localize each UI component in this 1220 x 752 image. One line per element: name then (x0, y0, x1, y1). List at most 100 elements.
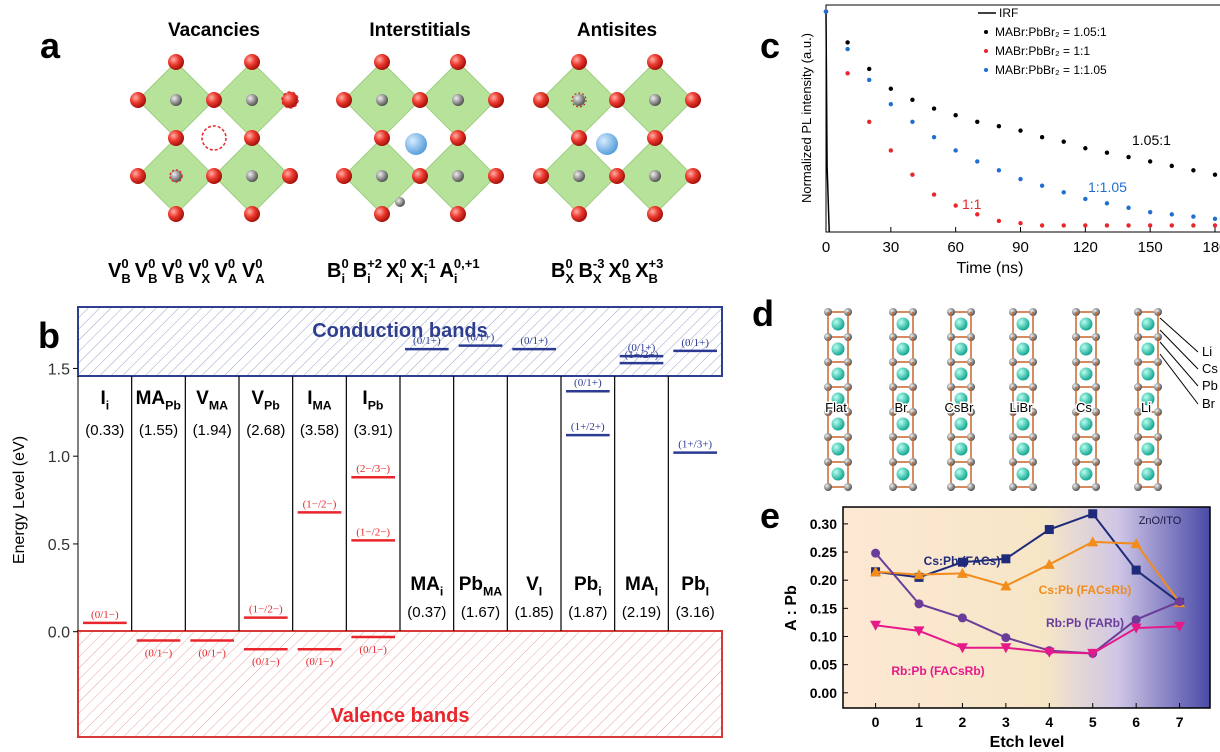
formula-base: V (188, 260, 202, 282)
formula-sub: I (706, 585, 709, 599)
formula-sub: MA (312, 399, 331, 413)
data-point (1083, 146, 1088, 151)
x-site-atom (533, 168, 549, 184)
formula-sub: i (424, 271, 428, 286)
cs-atom (1079, 342, 1093, 356)
data-point (910, 172, 915, 177)
formula: Ai0,+1 (439, 256, 479, 286)
level-label: (1+/3+) (678, 439, 712, 451)
formula-base: B (578, 260, 592, 282)
data-point (1147, 159, 1153, 164)
b-site-atom (376, 94, 388, 106)
cs-atom (1079, 392, 1093, 406)
x-site-atom (533, 92, 549, 108)
y-axis-label: Normalized PL intensity (a.u.) (799, 33, 814, 203)
data-point (845, 46, 850, 52)
formula-sub: i (399, 271, 403, 286)
data-point (996, 168, 1002, 173)
formation-energy: (3.58) (300, 422, 339, 439)
formula-sub: i (341, 271, 345, 286)
data-point (996, 218, 1002, 224)
formula-sub: Pb (368, 399, 384, 413)
formula: PbMA (459, 574, 503, 599)
data-point (1130, 623, 1142, 634)
data-point (1126, 154, 1131, 160)
legend-label: Li (1202, 344, 1212, 359)
data-point (1018, 220, 1023, 226)
data-point (975, 212, 980, 217)
x-site-atom (206, 168, 222, 184)
plot-frame (825, 4, 1220, 233)
formula-base: X (608, 260, 622, 282)
data-point (870, 566, 882, 577)
level-label: (0/1−) (252, 656, 280, 668)
level-label: (0/1+) (574, 377, 602, 389)
data-point (910, 97, 915, 102)
formula: VA0 (242, 256, 265, 286)
cs-atom (1016, 392, 1030, 406)
formation-energy: (1.87) (568, 604, 607, 621)
data-point (845, 71, 850, 76)
series-label: Rb:Pb (FARb) (1046, 616, 1124, 630)
formula-base: X (635, 260, 649, 282)
x-site-atom (571, 54, 587, 70)
formula: VB0 (161, 256, 184, 286)
level-label: (1−/2−) (249, 604, 283, 616)
level-label: (0/1+) (467, 332, 495, 344)
data-point (953, 203, 958, 208)
y-axis-label: A : Pb (783, 585, 800, 631)
formula-sub: i (454, 271, 458, 286)
x-site-atom (206, 92, 222, 108)
b-site-atom (376, 170, 388, 182)
legend-swatch (984, 30, 988, 34)
legend-swatch (984, 49, 988, 53)
annotation: 1:1.05 (1088, 179, 1127, 195)
data-point (845, 40, 850, 45)
level-label: (1+/2+) (625, 349, 659, 361)
data-point (1104, 223, 1110, 228)
legend-swatch (984, 68, 988, 72)
x-site-atom (450, 54, 466, 70)
cs-atom (831, 367, 845, 381)
y-tick-label: 1.0 (48, 449, 70, 466)
legend-label: MABr:PbBr₂ = 1:1 (995, 44, 1090, 58)
cs-atom (831, 317, 845, 331)
x-site-atom (336, 92, 352, 108)
y-tick-label: 0.25 (810, 544, 837, 560)
panel-letter: b (38, 315, 60, 356)
x-site-atom (488, 92, 504, 108)
x-tick-label: 60 (947, 239, 964, 256)
x-site-atom (571, 130, 587, 146)
pb-atom (1072, 483, 1080, 491)
formation-energy: (2.19) (622, 604, 661, 621)
x-tick-label: 0 (822, 239, 830, 256)
level-label: (0/1−) (91, 609, 119, 621)
data-point (1043, 647, 1055, 658)
y-tick-label: 0.0 (48, 625, 70, 642)
formula-sup: 0 (622, 256, 629, 271)
x-site-atom (374, 130, 390, 146)
structure-label: Br (895, 400, 909, 415)
structure-label: Cs (1076, 400, 1092, 415)
level-label: (0/1−) (306, 656, 334, 668)
x-tick-label: 6 (1132, 714, 1140, 730)
structure-label: Flat (825, 400, 847, 415)
y-tick-label: 0.05 (810, 657, 837, 673)
formation-energy: (3.91) (354, 422, 393, 439)
y-tick-label: 0.10 (810, 628, 837, 644)
cs-atom (1016, 342, 1030, 356)
formula: BX0 (551, 256, 574, 286)
x-site-atom (168, 54, 184, 70)
series-line (874, 552, 1180, 655)
cs-atom (831, 442, 845, 456)
data-point (957, 557, 967, 567)
cs-atom (1079, 442, 1093, 456)
x-site-atom (282, 92, 298, 108)
b-site-atom (246, 94, 258, 106)
formula: MAPb (136, 388, 182, 413)
legend-leader (1159, 329, 1199, 370)
series-label: Cs:Pb (FACsRb) (1039, 583, 1132, 597)
pb-atom (1154, 483, 1162, 491)
formula-base: X (386, 260, 400, 282)
formula-sup: 0 (228, 256, 235, 271)
